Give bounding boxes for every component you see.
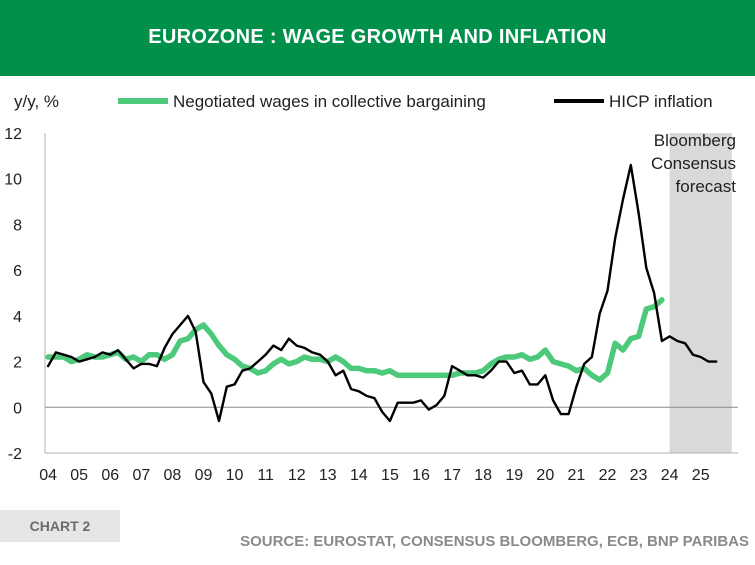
forecast-label: Bloomberg Consensus forecast xyxy=(636,129,736,198)
y-tick-label: 2 xyxy=(13,355,22,372)
y-tick-label: 12 xyxy=(4,126,22,143)
x-tick-label: 22 xyxy=(599,467,617,484)
x-tick-label: 06 xyxy=(101,467,119,484)
series-line-inflation xyxy=(46,163,718,423)
x-tick-label: 18 xyxy=(474,467,492,484)
x-tick-label: 11 xyxy=(257,467,274,484)
x-tick-label: 09 xyxy=(195,467,213,484)
legend-label-inflation: HICP inflation xyxy=(609,92,713,111)
series-line-wages xyxy=(45,297,665,383)
x-tick-label: 13 xyxy=(319,467,337,484)
x-tick-label: 21 xyxy=(568,467,586,484)
legend-swatch-inflation xyxy=(554,99,604,103)
legend-label-wages: Negotiated wages in collective bargainin… xyxy=(173,92,486,111)
x-tick-label: 05 xyxy=(70,467,88,484)
x-tick-label: 15 xyxy=(381,467,399,484)
y-axis-unit-label: y/y, % xyxy=(14,92,60,111)
x-tick-label: 14 xyxy=(350,467,368,484)
y-tick-label: 10 xyxy=(4,172,22,189)
y-tick-label: -2 xyxy=(8,446,22,463)
x-tick-label: 16 xyxy=(412,467,430,484)
chart-title: EUROZONE : WAGE GROWTH AND INFLATION xyxy=(148,26,607,48)
title-banner: EUROZONE : WAGE GROWTH AND INFLATION xyxy=(0,0,755,76)
source-note: SOURCE: EUROSTAT, CONSENSUS BLOOMBERG, E… xyxy=(240,533,749,550)
x-tick-label: 12 xyxy=(288,467,306,484)
y-tick-label: 8 xyxy=(13,217,22,234)
y-tick-label: 4 xyxy=(13,309,22,326)
x-tick-label: 20 xyxy=(536,467,554,484)
x-tick-label: 08 xyxy=(164,467,182,484)
y-tick-label: 6 xyxy=(13,263,22,280)
forecast-shaded-region xyxy=(669,133,732,453)
x-tick-label: 24 xyxy=(661,467,679,484)
x-tick-label: 10 xyxy=(226,467,244,484)
forecast-label-line: forecast xyxy=(675,177,736,196)
x-tick-label: 19 xyxy=(505,467,523,484)
forecast-label-line: Bloomberg xyxy=(653,131,736,150)
x-tick-label: 23 xyxy=(630,467,648,484)
x-tick-label: 17 xyxy=(443,467,461,484)
x-tick-label: 25 xyxy=(692,467,710,484)
x-tick-label: 07 xyxy=(132,467,150,484)
x-tick-label: 04 xyxy=(39,467,57,484)
forecast-label-line: Consensus xyxy=(650,154,736,173)
chart-number-badge: CHART 2 xyxy=(0,510,120,542)
y-tick-label: 0 xyxy=(13,400,22,417)
legend-swatch-wages xyxy=(118,98,168,104)
